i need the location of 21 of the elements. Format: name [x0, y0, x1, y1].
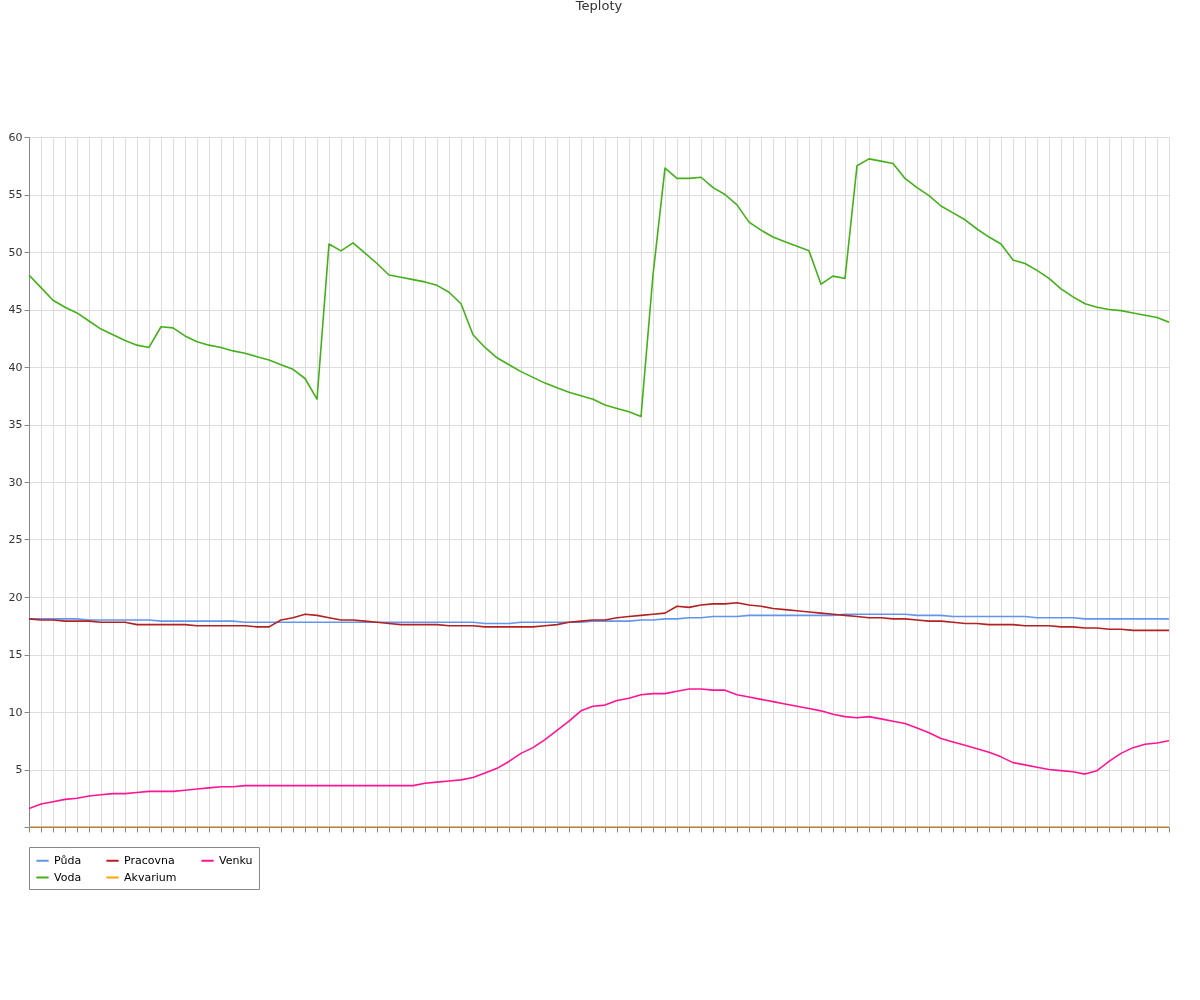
y-tick-label: 35 — [8, 418, 23, 431]
y-tick-label: 60 — [8, 130, 23, 144]
line-series — [29, 601, 1169, 632]
y-tick-label: 40 — [8, 360, 23, 374]
y-tick-label: 15 — [8, 648, 23, 661]
legend-label: Venku — [219, 853, 253, 867]
legend-label: Půda — [54, 853, 82, 867]
y-tick-label: 10 — [8, 705, 23, 719]
legend-label: Voda — [54, 870, 82, 884]
y-tick-label: 45 — [8, 303, 23, 316]
y-tick-label: 25 — [8, 533, 23, 546]
legend-label: Akvarium — [124, 870, 177, 884]
legend-label: Pracovna — [124, 853, 175, 867]
y-tick-label: 20 — [8, 590, 23, 604]
y-tick-label: 5 — [15, 763, 23, 776]
y-tick-label: 50 — [8, 245, 23, 259]
line-series — [29, 158, 1169, 418]
chart-title: Teploty — [574, 0, 623, 13]
y-tick-label: 55 — [8, 188, 23, 201]
line-series — [29, 688, 1169, 810]
y-tick-label: 30 — [8, 475, 23, 489]
